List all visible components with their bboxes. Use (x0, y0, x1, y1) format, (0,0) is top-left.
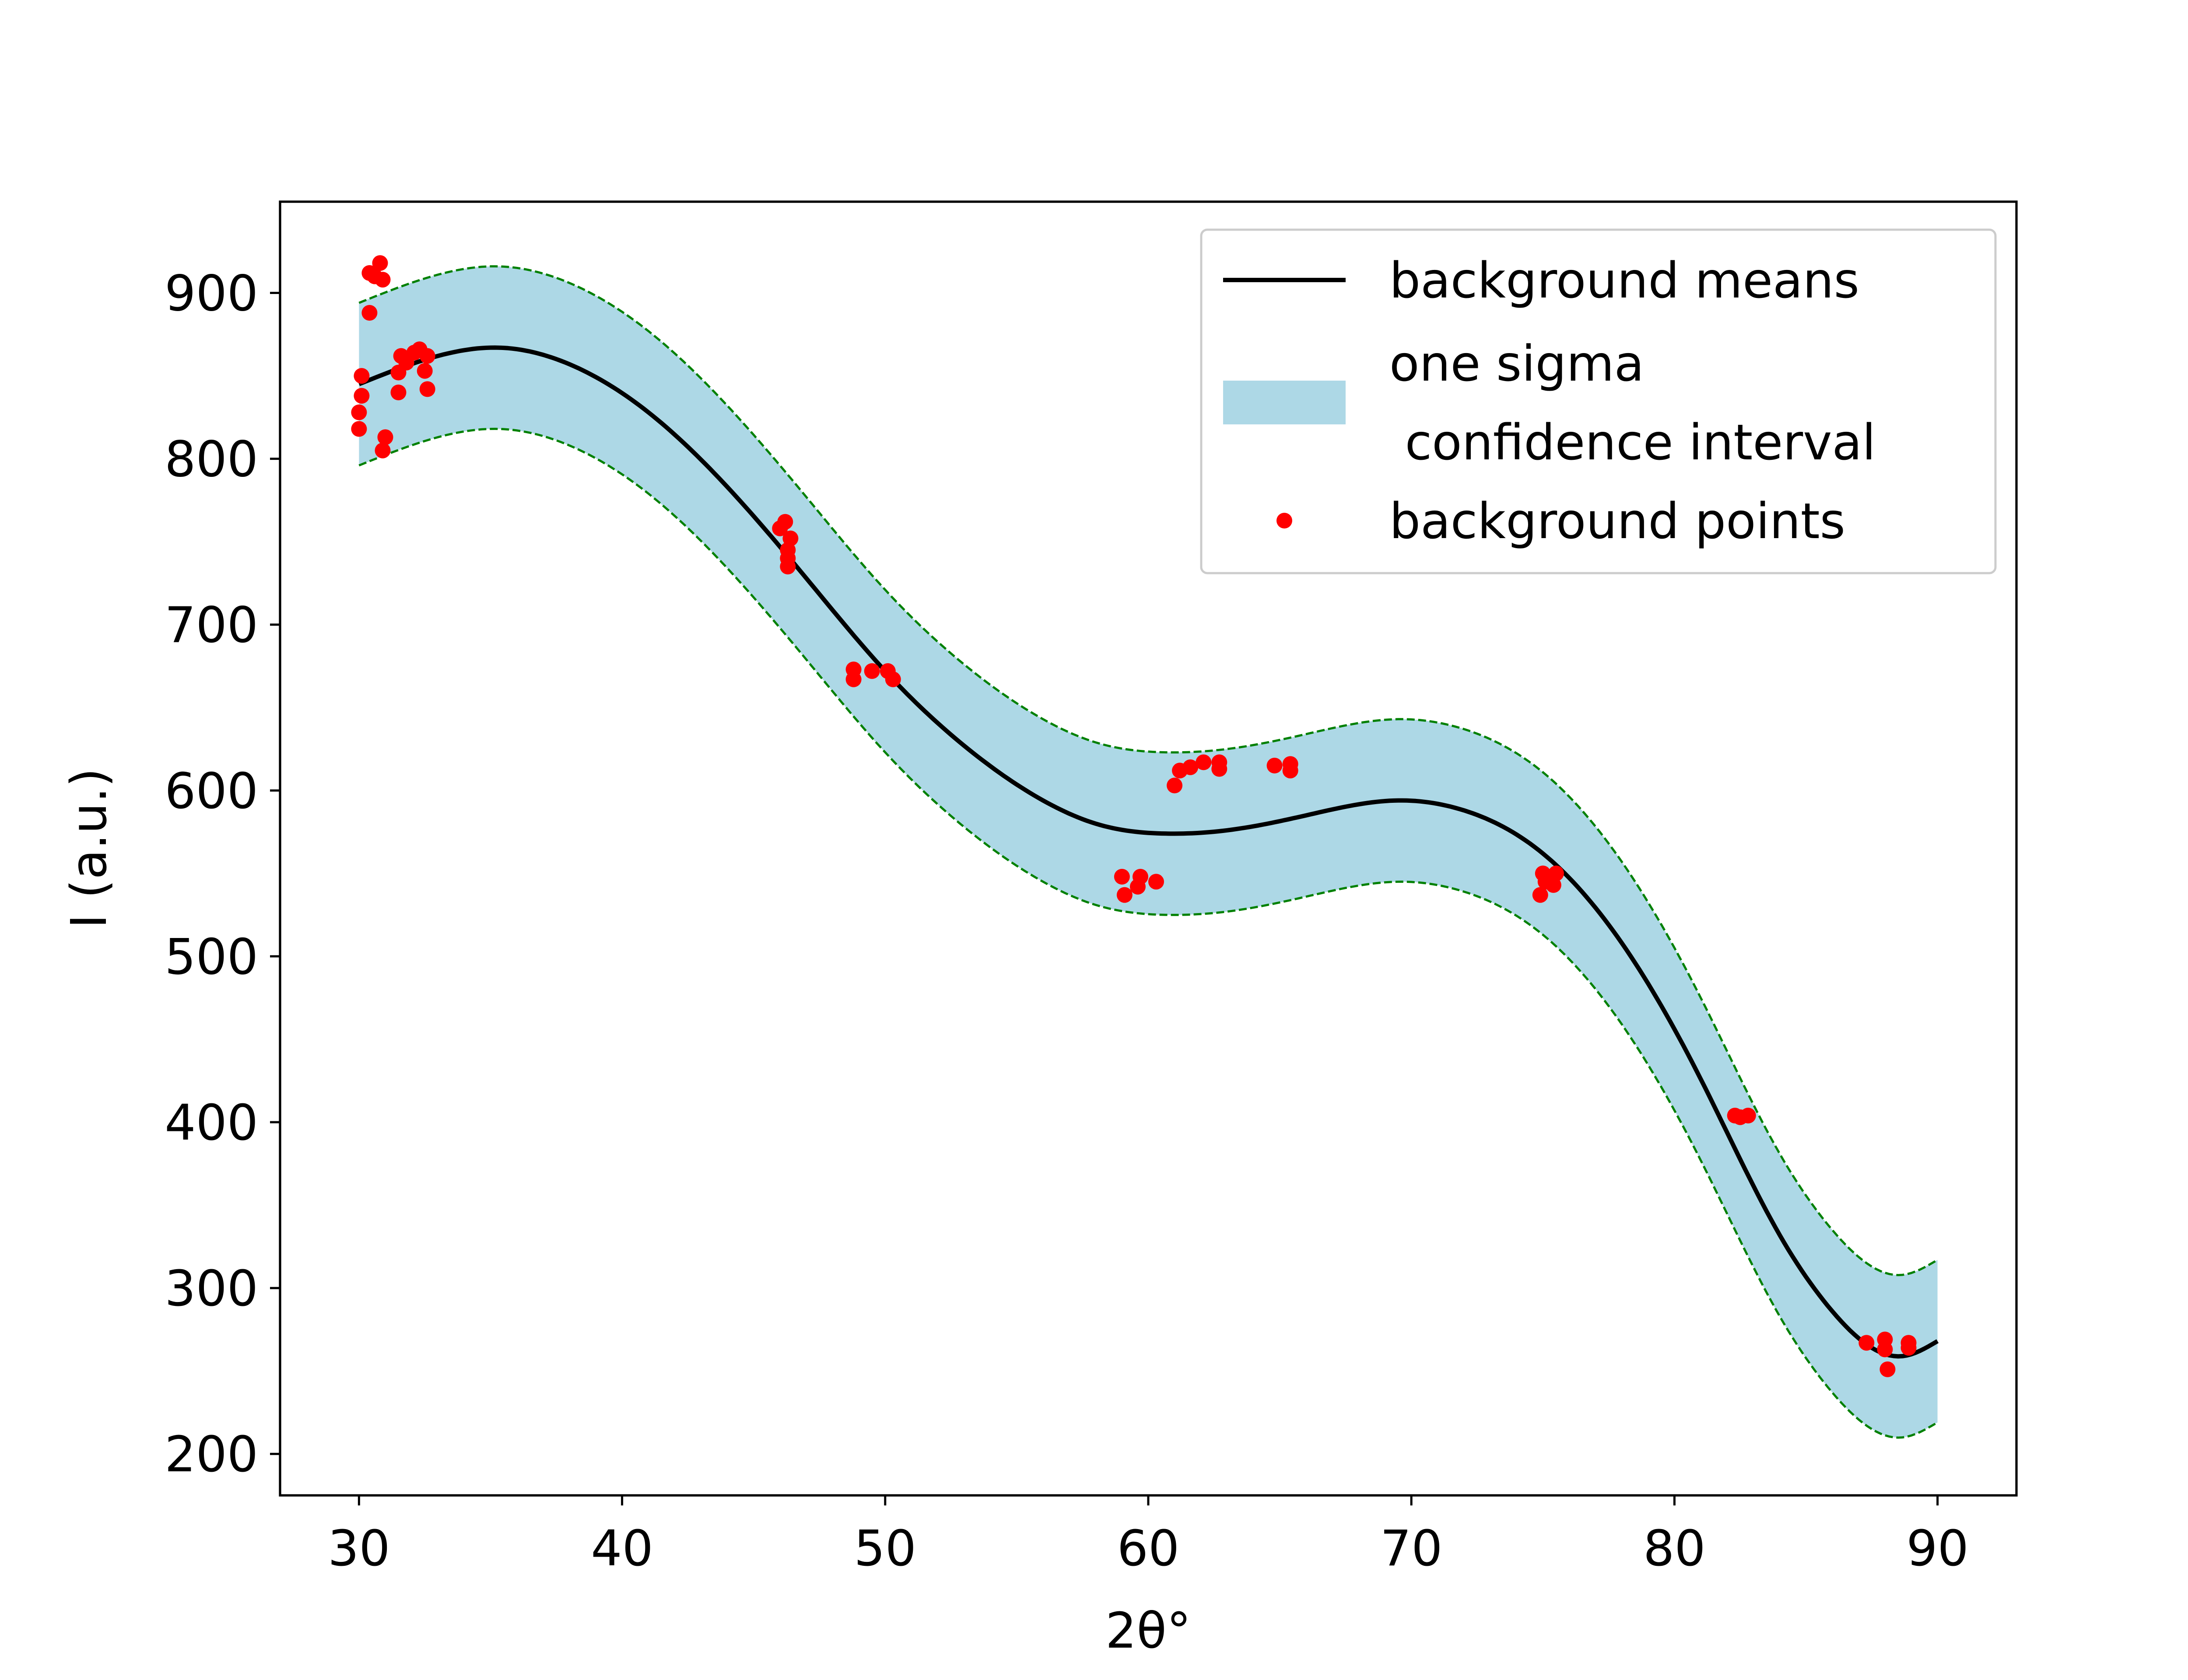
x-axis-label: 2θ° (1105, 1603, 1191, 1659)
y-tick-label: 400 (165, 1095, 258, 1152)
background-point (777, 514, 793, 530)
x-tick-label: 60 (1117, 1520, 1180, 1577)
background-point (1167, 777, 1183, 794)
background-point (864, 663, 880, 679)
background-point (354, 388, 370, 404)
background-point (1116, 887, 1133, 903)
axis-ticks: 30 40 50 60 70 80 90 200 300 400 500 600 700 800 900 (165, 266, 1969, 1577)
legend: background means one sigma confidence int… (1200, 228, 1997, 574)
background-point (1148, 874, 1164, 890)
y-tick-label: 700 (165, 597, 258, 654)
background-point (1740, 1107, 1756, 1124)
background-point (377, 429, 393, 445)
background-point (375, 442, 391, 458)
background-point (1114, 868, 1130, 885)
confidence-band (359, 266, 1938, 1438)
background-point (1196, 754, 1212, 770)
x-tick-label: 70 (1380, 1520, 1443, 1577)
background-point (780, 559, 796, 574)
background-point (1133, 868, 1148, 885)
background-point (1532, 887, 1548, 903)
plot-area (351, 255, 1939, 1439)
y-tick-label: 800 (165, 431, 258, 488)
background-point (351, 421, 367, 437)
legend-label: background points (1389, 493, 1845, 550)
band-upper-edge (358, 265, 1938, 1277)
legend-label: one sigma confidence interval (1389, 336, 1876, 471)
background-point (1900, 1335, 1917, 1351)
legend-swatch-patch (1223, 381, 1346, 424)
background-point (780, 542, 796, 558)
background-point (1211, 754, 1227, 770)
x-tick-label: 40 (591, 1520, 653, 1577)
background-point (1182, 759, 1199, 775)
x-tick-label: 30 (328, 1520, 390, 1577)
y-tick-label: 300 (165, 1260, 258, 1317)
background-point (354, 368, 370, 384)
y-tick-label: 200 (165, 1426, 258, 1483)
background-point (419, 381, 435, 397)
background-point (361, 265, 378, 281)
background-point (351, 404, 367, 420)
background-point (1548, 865, 1564, 882)
background-point (1282, 756, 1298, 772)
legend-swatch-marker (1276, 513, 1292, 528)
background-point (361, 305, 378, 321)
y-tick-label: 900 (165, 266, 258, 322)
background-point (417, 363, 433, 379)
y-axis-label: I (a.u.) (61, 768, 118, 929)
mean-line (358, 345, 1939, 1359)
background-point (419, 348, 435, 364)
background-point (1858, 1335, 1875, 1351)
x-tick-label: 90 (1906, 1520, 1969, 1577)
background-point (390, 385, 407, 400)
x-tick-label: 80 (1643, 1520, 1706, 1577)
band-lower-edge (358, 427, 1938, 1439)
legend-box (1200, 228, 1997, 574)
legend-label: background means (1389, 252, 1859, 309)
background-point (885, 671, 901, 687)
x-tick-label: 50 (854, 1520, 917, 1577)
background-point (375, 272, 391, 288)
y-tick-label: 500 (165, 929, 258, 986)
background-point (1879, 1361, 1896, 1377)
y-tick-label: 600 (165, 763, 258, 820)
background-point (1266, 757, 1283, 774)
background-point (372, 255, 388, 271)
background-point (845, 662, 862, 678)
background-point (1877, 1341, 1893, 1358)
